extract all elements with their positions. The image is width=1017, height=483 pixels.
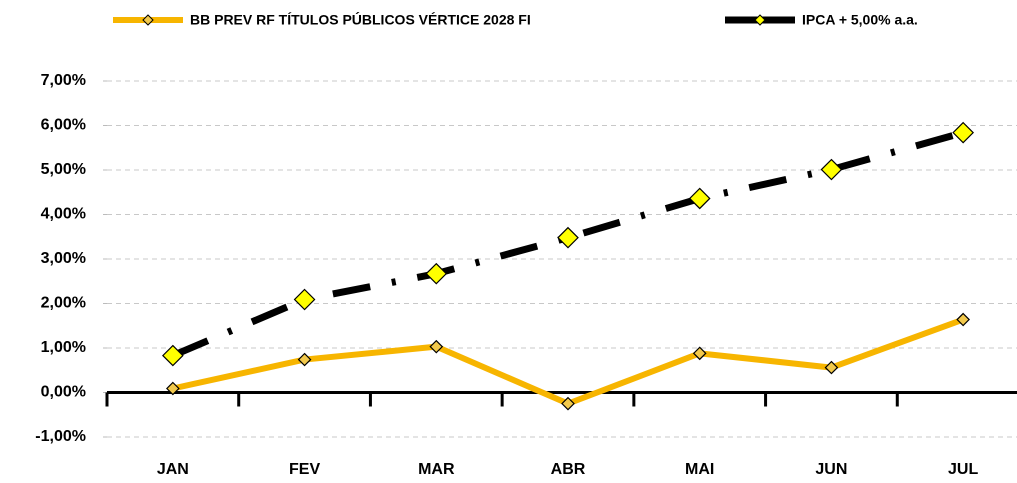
y-tick-label: 7,00% (41, 72, 86, 89)
marker (820, 158, 843, 181)
x-tick-label: JUL (948, 461, 978, 478)
legend-label: BB PREV RF TÍTULOS PÚBLICOS VÉRTICE 2028… (190, 11, 531, 28)
x-tick-label: JAN (157, 461, 189, 478)
marker (425, 262, 448, 285)
y-tick-label: -1,00% (35, 428, 86, 445)
marker (429, 339, 444, 354)
y-tick-label: 2,00% (41, 295, 86, 312)
y-tick-label: 6,00% (41, 117, 86, 134)
y-tick-label: 5,00% (41, 161, 86, 178)
legend-marker (754, 14, 766, 26)
x-tick-label: MAI (685, 461, 714, 478)
marker (824, 360, 839, 375)
y-tick-label: 4,00% (41, 206, 86, 223)
marker (166, 381, 180, 396)
legend-marker (142, 14, 154, 26)
marker (956, 312, 970, 327)
x-tick-label: MAR (418, 461, 455, 478)
marker (557, 226, 579, 249)
y-tick-label: 3,00% (41, 250, 86, 267)
y-tick-label: 0,00% (41, 384, 86, 401)
marker (297, 352, 312, 367)
marker (293, 288, 316, 311)
marker (692, 346, 707, 361)
y-tick-label: 1,00% (41, 339, 86, 356)
marker (688, 187, 711, 210)
legend-label: IPCA + 5,00% a.a. (802, 12, 918, 28)
x-tick-label: JUN (815, 461, 847, 478)
marker (162, 344, 184, 367)
x-tick-label: FEV (289, 461, 320, 478)
x-tick-label: ABR (551, 461, 586, 478)
marker (952, 121, 974, 144)
marker (561, 396, 575, 411)
